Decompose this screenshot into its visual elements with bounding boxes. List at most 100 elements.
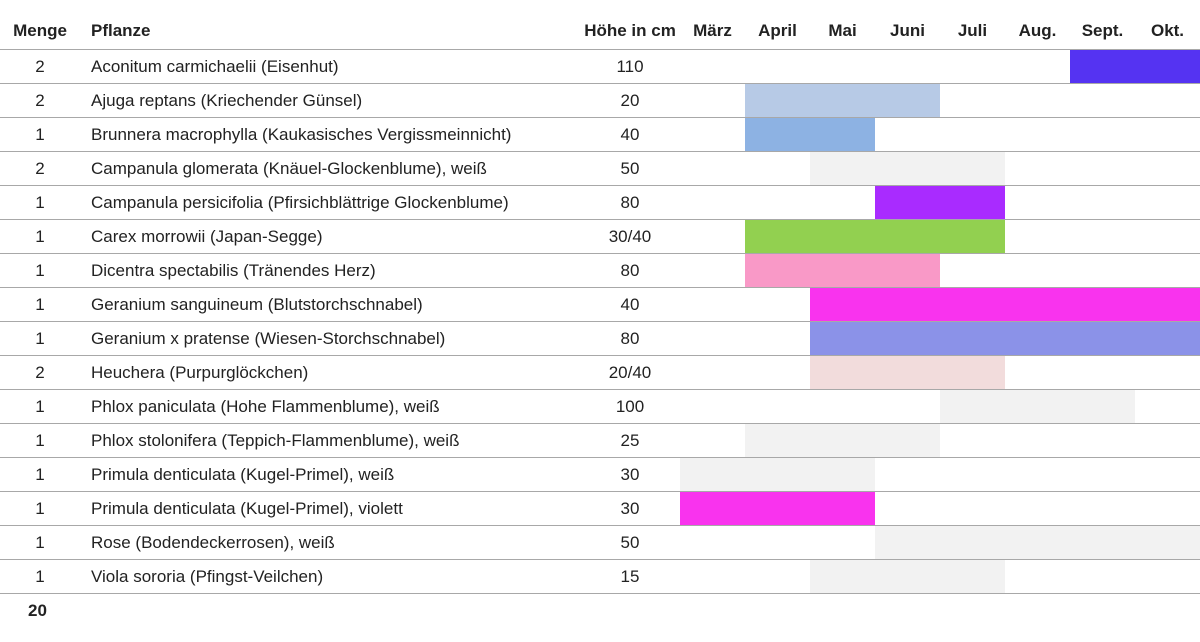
plant-table: Menge Pflanze Höhe in cm März April Mai Jun… <box>0 12 1200 594</box>
plant-name-cell: Phlox stolonifera (Teppich-Flammenblume)… <box>80 423 580 458</box>
plant-name-cell: Campanula glomerata (Knäuel-Glockenblume… <box>80 151 580 186</box>
table-row: 1 Brunnera macrophylla (Kaukasisches Verg… <box>0 117 1200 152</box>
month-cell <box>1135 185 1200 220</box>
qty-cell: 2 <box>0 83 80 118</box>
plant-name-cell: Geranium sanguineum (Blutstorchschnabel) <box>80 287 580 322</box>
bloom-cell <box>810 457 875 492</box>
bloom-cell <box>810 559 875 594</box>
month-cell <box>1005 117 1070 152</box>
month-cell <box>1135 491 1200 526</box>
bloom-cell <box>810 355 875 390</box>
month-cell <box>940 423 1005 458</box>
bloom-cell <box>810 423 875 458</box>
month-cell <box>1135 117 1200 152</box>
table-row: 2 Heuchera (Purpurglöckchen) 20/40 <box>0 355 1200 390</box>
month-cell <box>1135 389 1200 424</box>
month-cell <box>940 49 1005 84</box>
month-cell <box>1070 253 1135 288</box>
height-cell: 80 <box>580 253 680 288</box>
month-cell <box>680 525 745 560</box>
table-row: 1 Geranium x pratense (Wiesen-Storchschna… <box>0 321 1200 356</box>
month-cell <box>1070 219 1135 254</box>
qty-cell: 1 <box>0 457 80 492</box>
table-row: 1 Phlox stolonifera (Teppich-Flammenblume… <box>0 423 1200 458</box>
bloom-cell <box>940 321 1005 356</box>
month-cell <box>875 49 940 84</box>
qty-cell: 1 <box>0 389 80 424</box>
month-cell <box>1005 219 1070 254</box>
bloom-cell <box>810 151 875 186</box>
table-row: 2 Ajuga reptans (Kriechender Günsel) 20 <box>0 83 1200 118</box>
month-cell <box>940 253 1005 288</box>
bloom-cell <box>1005 321 1070 356</box>
month-cell <box>680 355 745 390</box>
bloom-cell <box>1005 287 1070 322</box>
month-cell <box>680 151 745 186</box>
qty-cell: 1 <box>0 253 80 288</box>
month-cell <box>940 117 1005 152</box>
plant-name-cell: Geranium x pratense (Wiesen-Storchschnab… <box>80 321 580 356</box>
qty-cell: 1 <box>0 185 80 220</box>
header-month: März <box>680 12 745 50</box>
plant-name-cell: Heuchera (Purpurglöckchen) <box>80 355 580 390</box>
plant-name-cell: Ajuga reptans (Kriechender Günsel) <box>80 83 580 118</box>
month-cell <box>1005 423 1070 458</box>
month-cell <box>745 355 810 390</box>
table-row: 1 Primula denticulata (Kugel-Primel), vio… <box>0 491 1200 526</box>
height-cell: 80 <box>580 321 680 356</box>
plant-name-cell: Aconitum carmichaelii (Eisenhut) <box>80 49 580 84</box>
bloom-cell <box>1135 321 1200 356</box>
plant-name-cell: Primula denticulata (Kugel-Primel), weiß <box>80 457 580 492</box>
plant-name-cell: Phlox paniculata (Hohe Flammenblume), we… <box>80 389 580 424</box>
header-month: Aug. <box>1005 12 1070 50</box>
bloom-cell <box>875 219 940 254</box>
bloom-cell <box>875 525 940 560</box>
month-cell <box>1135 559 1200 594</box>
month-cell <box>745 321 810 356</box>
table-row: 1 Phlox paniculata (Hohe Flammenblume), w… <box>0 389 1200 424</box>
month-cell <box>1005 491 1070 526</box>
bloom-cell <box>745 457 810 492</box>
table-row: 1 Geranium sanguineum (Blutstorchschnabel… <box>0 287 1200 322</box>
bloom-cell <box>875 253 940 288</box>
month-cell <box>1135 457 1200 492</box>
table-row: 1 Primula denticulata (Kugel-Primel), wei… <box>0 457 1200 492</box>
bloom-cell <box>745 423 810 458</box>
table-row: 1 Rose (Bodendeckerrosen), weiß 50 <box>0 525 1200 560</box>
month-cell <box>745 525 810 560</box>
month-cell <box>875 491 940 526</box>
plant-rows: 2 Aconitum carmichaelii (Eisenhut) 110 2 Aju… <box>0 49 1200 594</box>
height-cell: 50 <box>580 151 680 186</box>
month-cell <box>745 287 810 322</box>
bloom-cell <box>940 525 1005 560</box>
header-name: Pflanze <box>80 12 580 50</box>
bloom-cell <box>875 321 940 356</box>
month-cell <box>1070 457 1135 492</box>
bloom-cell <box>810 83 875 118</box>
month-cell <box>1135 355 1200 390</box>
month-cell <box>680 559 745 594</box>
header-month: Juni <box>875 12 940 50</box>
table-row: 1 Campanula persicifolia (Pfirsichblättri… <box>0 185 1200 220</box>
bloom-cell <box>1135 49 1200 84</box>
bloom-cell <box>810 287 875 322</box>
month-cell <box>1070 151 1135 186</box>
bloom-cell <box>1005 525 1070 560</box>
month-cell <box>1135 151 1200 186</box>
month-cell <box>680 49 745 84</box>
plant-name-cell: Viola sororia (Pfingst-Veilchen) <box>80 559 580 594</box>
month-cell <box>745 185 810 220</box>
bloom-cell <box>875 83 940 118</box>
bloom-cell <box>745 253 810 288</box>
bloom-cell <box>680 457 745 492</box>
bloom-cell <box>1070 49 1135 84</box>
month-cell <box>1135 253 1200 288</box>
qty-cell: 1 <box>0 117 80 152</box>
height-cell: 20/40 <box>580 355 680 390</box>
height-cell: 30 <box>580 457 680 492</box>
height-cell: 40 <box>580 117 680 152</box>
month-cell <box>1005 83 1070 118</box>
table-row: 1 Dicentra spectabilis (Tränendes Herz) 80 <box>0 253 1200 288</box>
height-cell: 25 <box>580 423 680 458</box>
footer-total: 20 <box>28 601 47 620</box>
